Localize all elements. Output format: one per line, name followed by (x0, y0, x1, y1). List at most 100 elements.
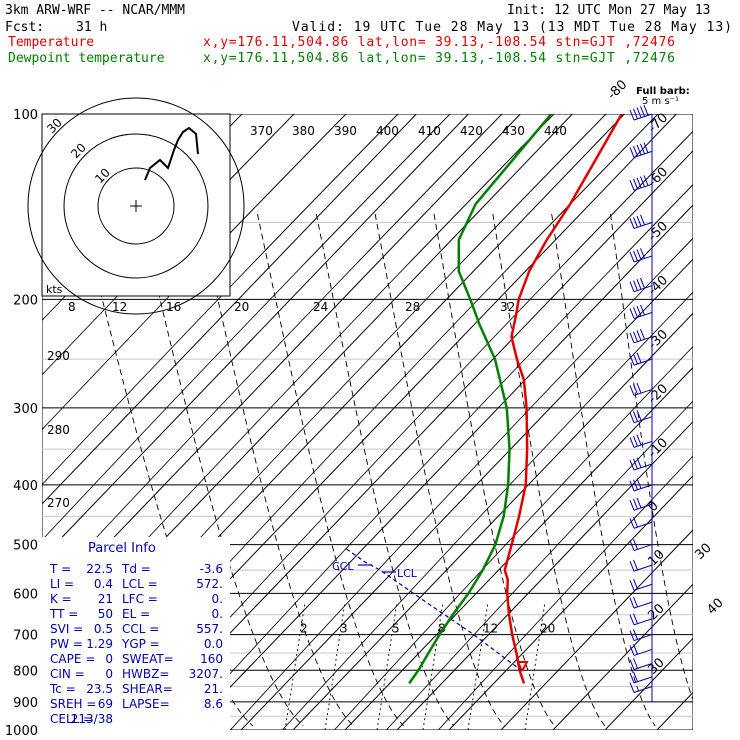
parcel-info-cell: 0. (212, 607, 223, 621)
wind-barb-flag (640, 214, 645, 226)
theta-label: 420 (460, 124, 483, 138)
wind-barb-flag (629, 218, 635, 229)
wind-barb (629, 105, 653, 121)
moist-adiabat (315, 213, 455, 727)
isotherm-line (552, 583, 693, 730)
barb-key-unit: 5 m s⁻¹ (642, 96, 679, 107)
theta-label: 270 (47, 496, 70, 510)
moist-adiabat (198, 213, 354, 727)
parcel-info-cell: CCL = (122, 622, 159, 636)
wind-barb (629, 352, 653, 366)
isotherm-line (42, 114, 469, 559)
parcel-path (344, 547, 523, 672)
parcel-info-cell: 0.5 (94, 622, 113, 636)
dry-adiabat (281, 291, 693, 730)
parcel-info-cell: 3207. (189, 667, 223, 681)
theta-e-label: 12 (112, 300, 127, 314)
wind-barb-staff (633, 676, 653, 684)
wind-barb-flag (629, 412, 635, 423)
wind-barb-staff (633, 601, 653, 609)
wind-barb (629, 658, 653, 671)
isotherm-line (500, 529, 693, 730)
wind-barb-flag (629, 147, 635, 158)
wind-barb-flag (633, 353, 638, 365)
wind-barb-staff (633, 255, 653, 263)
theta-label: 400 (376, 124, 399, 138)
wind-barb-flag (636, 249, 642, 260)
wind-barb (629, 142, 653, 158)
mixing-ratio-label: 20 (540, 622, 555, 636)
wind-barb-flag (629, 251, 635, 263)
wind-barb-flag (636, 457, 642, 468)
wind-barb-flag (633, 516, 638, 528)
wind-barb-flag (629, 597, 635, 609)
parcel-info-cell: 50 (98, 607, 113, 621)
moist-adiabat (492, 213, 606, 727)
isotherm-line (188, 204, 693, 730)
parcel-info-cell: SWEAT= (122, 652, 174, 666)
wind-barb (629, 629, 653, 642)
theta-label: 370 (250, 124, 273, 138)
wind-barb-flag (636, 410, 642, 421)
hodograph-ring (27, 97, 245, 315)
wind-barb-flag (636, 279, 642, 290)
dewpoint-profile (408, 114, 553, 685)
pressure-tick-label: 600 (13, 587, 38, 602)
wind-barb-staff (633, 544, 653, 552)
legend-dewpoint: Dewpoint temperature (8, 51, 165, 66)
theta-e-label: 32 (500, 300, 515, 314)
dry-adiabat (229, 237, 693, 730)
wind-barb-flag (633, 479, 638, 490)
wind-barb (629, 175, 653, 191)
wind-barb (629, 497, 653, 511)
dry-adiabat (42, 114, 503, 597)
parcel-info-cell: 213/38 (71, 712, 113, 726)
isotherm-label: 0 (645, 499, 661, 516)
isotherm-line (136, 150, 693, 730)
wind-barb (629, 457, 653, 471)
forecast-hours: 31 h (76, 20, 107, 35)
wind-barb-flag (643, 142, 649, 153)
pressure-tick-label: 500 (13, 539, 38, 554)
wind-barb-flag (633, 217, 638, 228)
parcel-info-cell: 0 (105, 667, 113, 681)
theta-e-label: 8 (68, 300, 76, 314)
theta-label: 430 (502, 124, 525, 138)
wind-barb-flag (640, 329, 645, 340)
wind-barb-staff (633, 440, 653, 448)
pressure-tick-label: 100 (13, 108, 38, 123)
wind-barb-staff (633, 484, 653, 492)
mixing-ratio-line (524, 602, 546, 730)
isotherm-line (344, 366, 693, 730)
parcel-info-cell: LI = (50, 577, 74, 591)
wind-barb-flag (640, 143, 645, 154)
wind-barb-flag (636, 330, 642, 341)
pressure-tick-label: 1000 (5, 724, 38, 739)
forecast-label: Fcst: (5, 20, 44, 35)
wind-barb (629, 516, 653, 529)
pressure-tick-label: 300 (13, 402, 38, 417)
wind-barb-flag (629, 437, 635, 448)
isotherm-line (42, 114, 521, 614)
wind-barb (629, 478, 653, 492)
wind-barb-flag (629, 580, 635, 591)
parcel-info-cell: 557. (196, 622, 223, 636)
wind-barb-flag (629, 560, 635, 572)
parcel-info-cell: HWBZ= (122, 667, 169, 681)
parcel-info-cell: 572. (196, 577, 223, 591)
isotherm-line (292, 312, 693, 730)
temperature-location: x,y=176.11,504.86 lat,lon= 39.13,-108.54… (203, 35, 675, 50)
isotherm-line (656, 691, 693, 730)
wind-barb (629, 578, 653, 591)
wind-barb-flag (636, 478, 642, 489)
parcel-info-cell: 21 (98, 592, 113, 606)
wind-barb-flag (633, 498, 638, 510)
wind-barb-flag (629, 354, 635, 366)
wind-barb (629, 596, 653, 609)
moist-adiabat (551, 213, 656, 727)
wind-barb-staff (633, 634, 653, 642)
isotherm-line (396, 420, 693, 730)
pressure-tick-label: 700 (13, 629, 38, 644)
parcel-info-cell: SVI = (50, 622, 83, 636)
wind-barb (629, 644, 653, 656)
